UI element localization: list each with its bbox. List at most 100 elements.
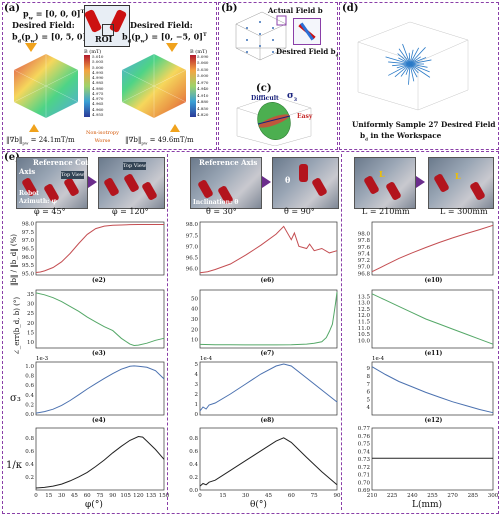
chart-frame: [199, 221, 338, 276]
left-colorbar: [84, 55, 90, 117]
transition-arrow-1: [88, 176, 97, 188]
colorbar-tick: 4.990: [92, 75, 104, 81]
y-tick-label: 3: [195, 382, 199, 388]
caption-theta-90: θ = 90°: [284, 207, 315, 216]
y-tick-label: 10: [191, 338, 198, 344]
coil: [385, 180, 402, 202]
photo-theta-30: Reference Axis Inclination: θ: [190, 157, 262, 209]
left-gradient-value: ‖∇b‖pw = 24.1mT/m: [6, 136, 75, 146]
x-tick-label: 150: [159, 493, 170, 499]
chart-frame: [199, 289, 338, 349]
y-tick-label: 0.6: [25, 449, 34, 455]
xlabel-phi: φ(°): [85, 500, 103, 510]
down-arrow-left: [25, 43, 37, 52]
easy-label: Easy: [297, 113, 313, 120]
y-tick-label: 11.5: [358, 320, 371, 326]
chart-r4c: 0.69 0.700.71 0.72 0.73 0.740.75 0.76 0.77 210 2…: [358, 426, 499, 499]
xlabel-L: L(mm): [412, 500, 443, 510]
series-line: [35, 365, 165, 414]
left-colorbar-title: B (mT): [84, 49, 102, 55]
y-tick-label: 20: [191, 327, 198, 333]
y-tick-label: 11.0: [358, 326, 371, 332]
left-desired-eq: bd(pw) = [0, 5, 0]T: [12, 31, 90, 45]
ylabel-inv-kappa: 1/κ: [6, 460, 22, 471]
y-tick-label: 0.0: [25, 412, 34, 418]
y-tick-label: 0.8: [25, 436, 34, 442]
reference-axis-label: Reference Axis: [199, 158, 258, 167]
y-tick-label: 1.0: [25, 364, 34, 370]
desired-field-vector: [409, 59, 432, 65]
chart-frame: [199, 361, 338, 416]
colorbar-tick: 4.910: [197, 92, 209, 98]
subplot-label: (e2): [92, 277, 106, 284]
panel-c-label: (c): [256, 83, 272, 94]
column-divider-2: [341, 154, 342, 510]
y-tick-label: 1: [195, 402, 199, 408]
y-tick-label: 0.4: [25, 462, 34, 468]
transition-arrow-2: [262, 176, 271, 188]
y-tick-label: 2: [195, 392, 199, 398]
x-tick-label: 45: [265, 493, 272, 499]
colorbar-tick: 5.010: [92, 54, 104, 59]
y-tick-label: 0.6: [25, 383, 34, 389]
panel-a-frame: [2, 2, 217, 150]
desired-field-vector: [409, 63, 418, 78]
series-line: [199, 437, 338, 487]
desired-field-vector: [409, 63, 415, 82]
y-tick-label: 97.0: [186, 244, 199, 250]
y-tick-label: 12.0: [358, 313, 371, 319]
colorbar-tick: 4.850: [197, 105, 209, 111]
chart-e2: 95.0 95.5 96.0 96.5 97.0 97.5 98.0: [22, 221, 165, 277]
series-line: [371, 366, 494, 414]
desired-field-label: Desired Field bd: [276, 47, 339, 58]
x-tick-label: 30: [58, 493, 65, 499]
caption-phi-45: φ = 45°: [34, 207, 66, 216]
roi-cylinder-left: [83, 8, 103, 34]
y-tick-label: 0.6: [189, 449, 198, 455]
photo-L-210: L: [354, 157, 416, 209]
column-divider-1: [167, 154, 168, 510]
colorbar-tick: 4.965: [92, 101, 104, 107]
coil: [363, 174, 380, 196]
roi-inset: ROI: [83, 5, 130, 47]
y-tick-label: 95.0: [22, 271, 35, 277]
y-tick-label: 97.5: [22, 230, 35, 236]
y-tick-label: 0.8: [25, 373, 34, 379]
chart-frame: [371, 221, 494, 276]
transition-arrow-3: [416, 176, 425, 188]
x-tick-label: 15: [45, 493, 52, 499]
desired-field-vector: [405, 63, 411, 75]
y-tick-label: 98.0: [22, 222, 35, 228]
y-tick-label: 50: [191, 296, 198, 302]
subplot-label: (e8): [260, 417, 275, 424]
roi-cube: [102, 24, 114, 36]
y-scale-label: 1e-3: [36, 356, 49, 362]
coil: [311, 176, 328, 198]
xlabel-theta: θ(°): [250, 500, 267, 510]
colorbar-tick: 4.820: [197, 112, 209, 117]
panel-b-grid: [235, 11, 287, 61]
y-tick-label: 96.5: [186, 255, 199, 261]
coil: [141, 180, 158, 202]
y-tick-label: 35: [27, 292, 34, 298]
x-tick-label: 75: [97, 493, 104, 499]
photo-theta-90: θ: [272, 157, 339, 209]
chart-e12: 4 56 7 8 91e-4: [367, 356, 494, 416]
series-line: [371, 293, 494, 345]
y-scale-label: 1e-4: [200, 356, 213, 362]
y-tick-label: 0.72: [358, 465, 370, 471]
up-arrow-left: [29, 124, 39, 132]
series-line: [371, 224, 494, 273]
y-tick-label: 0.70: [358, 480, 371, 486]
x-tick-label: 135: [146, 493, 157, 499]
y-tick-label: 96.0: [22, 255, 35, 261]
chart-frame: [35, 427, 165, 491]
desired-field-vector: [385, 56, 411, 65]
colorbar-tick: 5.060: [197, 60, 209, 66]
x-tick-label: 90: [334, 493, 341, 499]
y-tick-label: 0.0: [189, 488, 198, 494]
colorbar-tick: 5.000: [92, 64, 104, 70]
roi-label: ROI: [95, 34, 113, 44]
y-tick-label: 0.4: [25, 393, 34, 399]
y-tick-label: 25: [27, 311, 34, 317]
